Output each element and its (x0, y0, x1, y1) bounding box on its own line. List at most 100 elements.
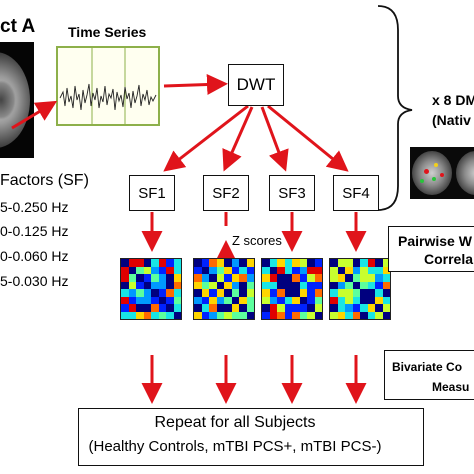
matrix-cell (262, 274, 270, 282)
matrix-cell (246, 289, 254, 297)
matrix-cell (216, 274, 224, 282)
matrix-cell (367, 311, 375, 319)
matrix-cell (284, 311, 292, 319)
matrix-cell (292, 296, 300, 304)
matrix-cell (246, 281, 254, 289)
matrix-cell (330, 289, 338, 297)
matrix-cell (345, 266, 353, 274)
matrix-cell (284, 259, 292, 267)
pairwise-line2: Correla (424, 251, 474, 267)
bivariate-box (384, 350, 474, 400)
matrix-cell (173, 289, 181, 297)
matrix-cell (307, 281, 315, 289)
matrix-cell (166, 304, 174, 312)
matrix-cell (209, 296, 217, 304)
matrix-cell (345, 281, 353, 289)
matrix-cell (231, 281, 239, 289)
matrix-cell (151, 274, 159, 282)
matrix-cell (194, 281, 202, 289)
matrix-cell (375, 296, 383, 304)
matrix-cell (216, 296, 224, 304)
matrix-cell (292, 304, 300, 312)
matrix-cell (337, 259, 345, 267)
matrix-cell (194, 259, 202, 267)
arrow-series-to-dwt (163, 74, 228, 96)
matrix-cell (284, 266, 292, 274)
matrix-cell (337, 296, 345, 304)
matrix-cell (158, 304, 166, 312)
matrix-cell (382, 281, 390, 289)
matrix-cell (262, 296, 270, 304)
matrix-cell (201, 296, 209, 304)
matrix-cell (143, 311, 151, 319)
matrix-cell (360, 266, 368, 274)
matrix-cell (128, 311, 136, 319)
matrix-cell (330, 259, 338, 267)
matrix-cell (269, 266, 277, 274)
matrix-cell (136, 259, 144, 267)
matrix-cell (382, 296, 390, 304)
matrix-cell (143, 289, 151, 297)
sf-header: Factors (SF) (0, 172, 89, 189)
matrix-cell (375, 281, 383, 289)
matrix-cell (360, 304, 368, 312)
matrix-cell (231, 266, 239, 274)
time-series-plot (56, 46, 160, 126)
matrix-cell (143, 266, 151, 274)
matrix-cell (239, 266, 247, 274)
matrix-cell (307, 304, 315, 312)
matrix-cell (330, 281, 338, 289)
matrix-cell (292, 289, 300, 297)
matrix-cell (352, 259, 360, 267)
matrix-cell (121, 296, 129, 304)
sf2-box: SF2 (203, 175, 249, 211)
matrix-cell (314, 311, 322, 319)
matrix-cell (158, 311, 166, 319)
matrix-cell (292, 259, 300, 267)
matrix-cell (269, 304, 277, 312)
matrix-cell (158, 259, 166, 267)
sf-range-4: 5-0.030 Hz (0, 273, 69, 289)
repeat-line2: (Healthy Controls, mTBI PCS+, mTBI PCS-) (88, 438, 382, 455)
matrix-cell (209, 289, 217, 297)
matrix-cell (246, 259, 254, 267)
matrix-cell (151, 289, 159, 297)
matrix-cell (269, 259, 277, 267)
matrix-cell (352, 274, 360, 282)
matrix-cell (360, 296, 368, 304)
matrix-cell (128, 266, 136, 274)
matrix-cell (136, 296, 144, 304)
matrix-cell (224, 296, 232, 304)
pairwise-box (388, 226, 474, 272)
dmn-brain-slices-image (410, 147, 474, 199)
repeat-line1: Repeat for all Subjects (154, 414, 316, 431)
matrix-cell (173, 304, 181, 312)
matrix-cell (307, 274, 315, 282)
matrix-cell (314, 289, 322, 297)
matrix-cell (246, 296, 254, 304)
matrix-cell (201, 281, 209, 289)
matrix-cell (224, 274, 232, 282)
matrix-cell (173, 311, 181, 319)
matrix-cell (269, 296, 277, 304)
dmn-native: (Nativ (432, 112, 471, 128)
matrix-cell (128, 304, 136, 312)
matrix-cell (231, 259, 239, 267)
matrix-cell (360, 281, 368, 289)
matrix-cell (345, 259, 353, 267)
matrix-cell (277, 304, 285, 312)
matrix-cell (224, 311, 232, 319)
matrix-cell (345, 304, 353, 312)
matrix-cell (382, 304, 390, 312)
matrix-cell (345, 274, 353, 282)
matrix-cell (277, 289, 285, 297)
matrix-cell (121, 266, 129, 274)
matrix-cell (269, 281, 277, 289)
matrix-cell (314, 259, 322, 267)
matrix-cell (224, 266, 232, 274)
matrix-cell (360, 311, 368, 319)
matrix-cell (367, 274, 375, 282)
arrow-dwt-to-sf1 (163, 104, 249, 172)
matrix-cell (194, 296, 202, 304)
matrix-cell (284, 304, 292, 312)
